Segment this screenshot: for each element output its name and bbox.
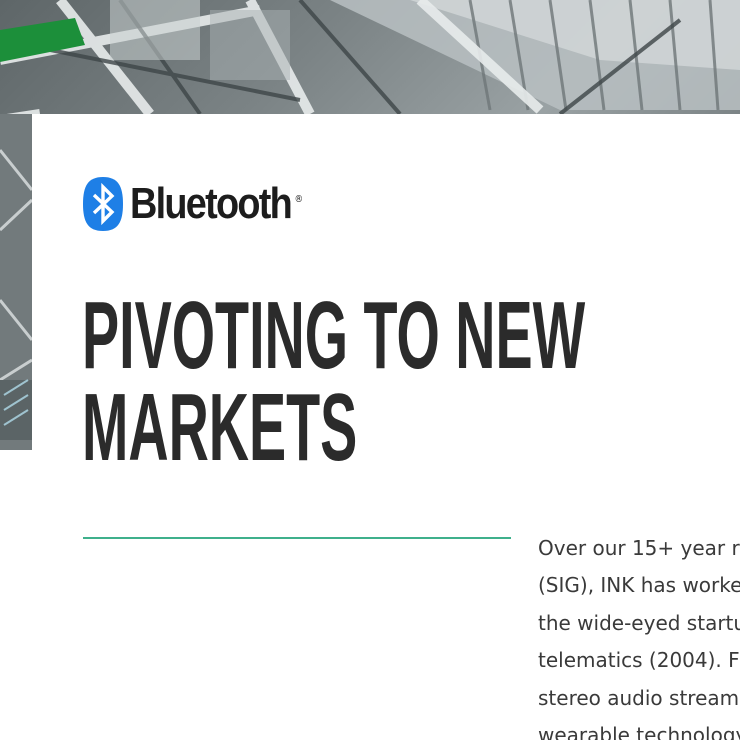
headline-line-1: PIVOTING TO NEW bbox=[82, 282, 586, 389]
brand-name: Bluetooth ® bbox=[130, 176, 303, 232]
section-divider bbox=[83, 537, 511, 539]
paragraph-line: Over our 15+ year re bbox=[538, 536, 740, 560]
intro-paragraph: Over our 15+ year re (SIG), INK has work… bbox=[538, 530, 740, 740]
bluetooth-icon bbox=[83, 177, 123, 231]
page-title: PIVOTING TO NEW MARKETS bbox=[82, 282, 586, 481]
paragraph-line: (SIG), INK has worke bbox=[538, 573, 740, 598]
paragraph-line: telematics (2004). F bbox=[538, 648, 740, 673]
paragraph-line: stereo audio stream bbox=[538, 685, 740, 710]
registered-mark: ® bbox=[294, 194, 304, 205]
architecture-image bbox=[0, 0, 740, 450]
paragraph-line: the wide-eyed startu bbox=[538, 610, 740, 635]
headline-line-2: MARKETS bbox=[82, 374, 358, 481]
brand-logo: Bluetooth ® bbox=[82, 176, 317, 232]
paragraph-line: wearable technology bbox=[538, 723, 740, 740]
content-card: Bluetooth ® PIVOTING TO NEW MARKETS Over … bbox=[32, 114, 740, 740]
